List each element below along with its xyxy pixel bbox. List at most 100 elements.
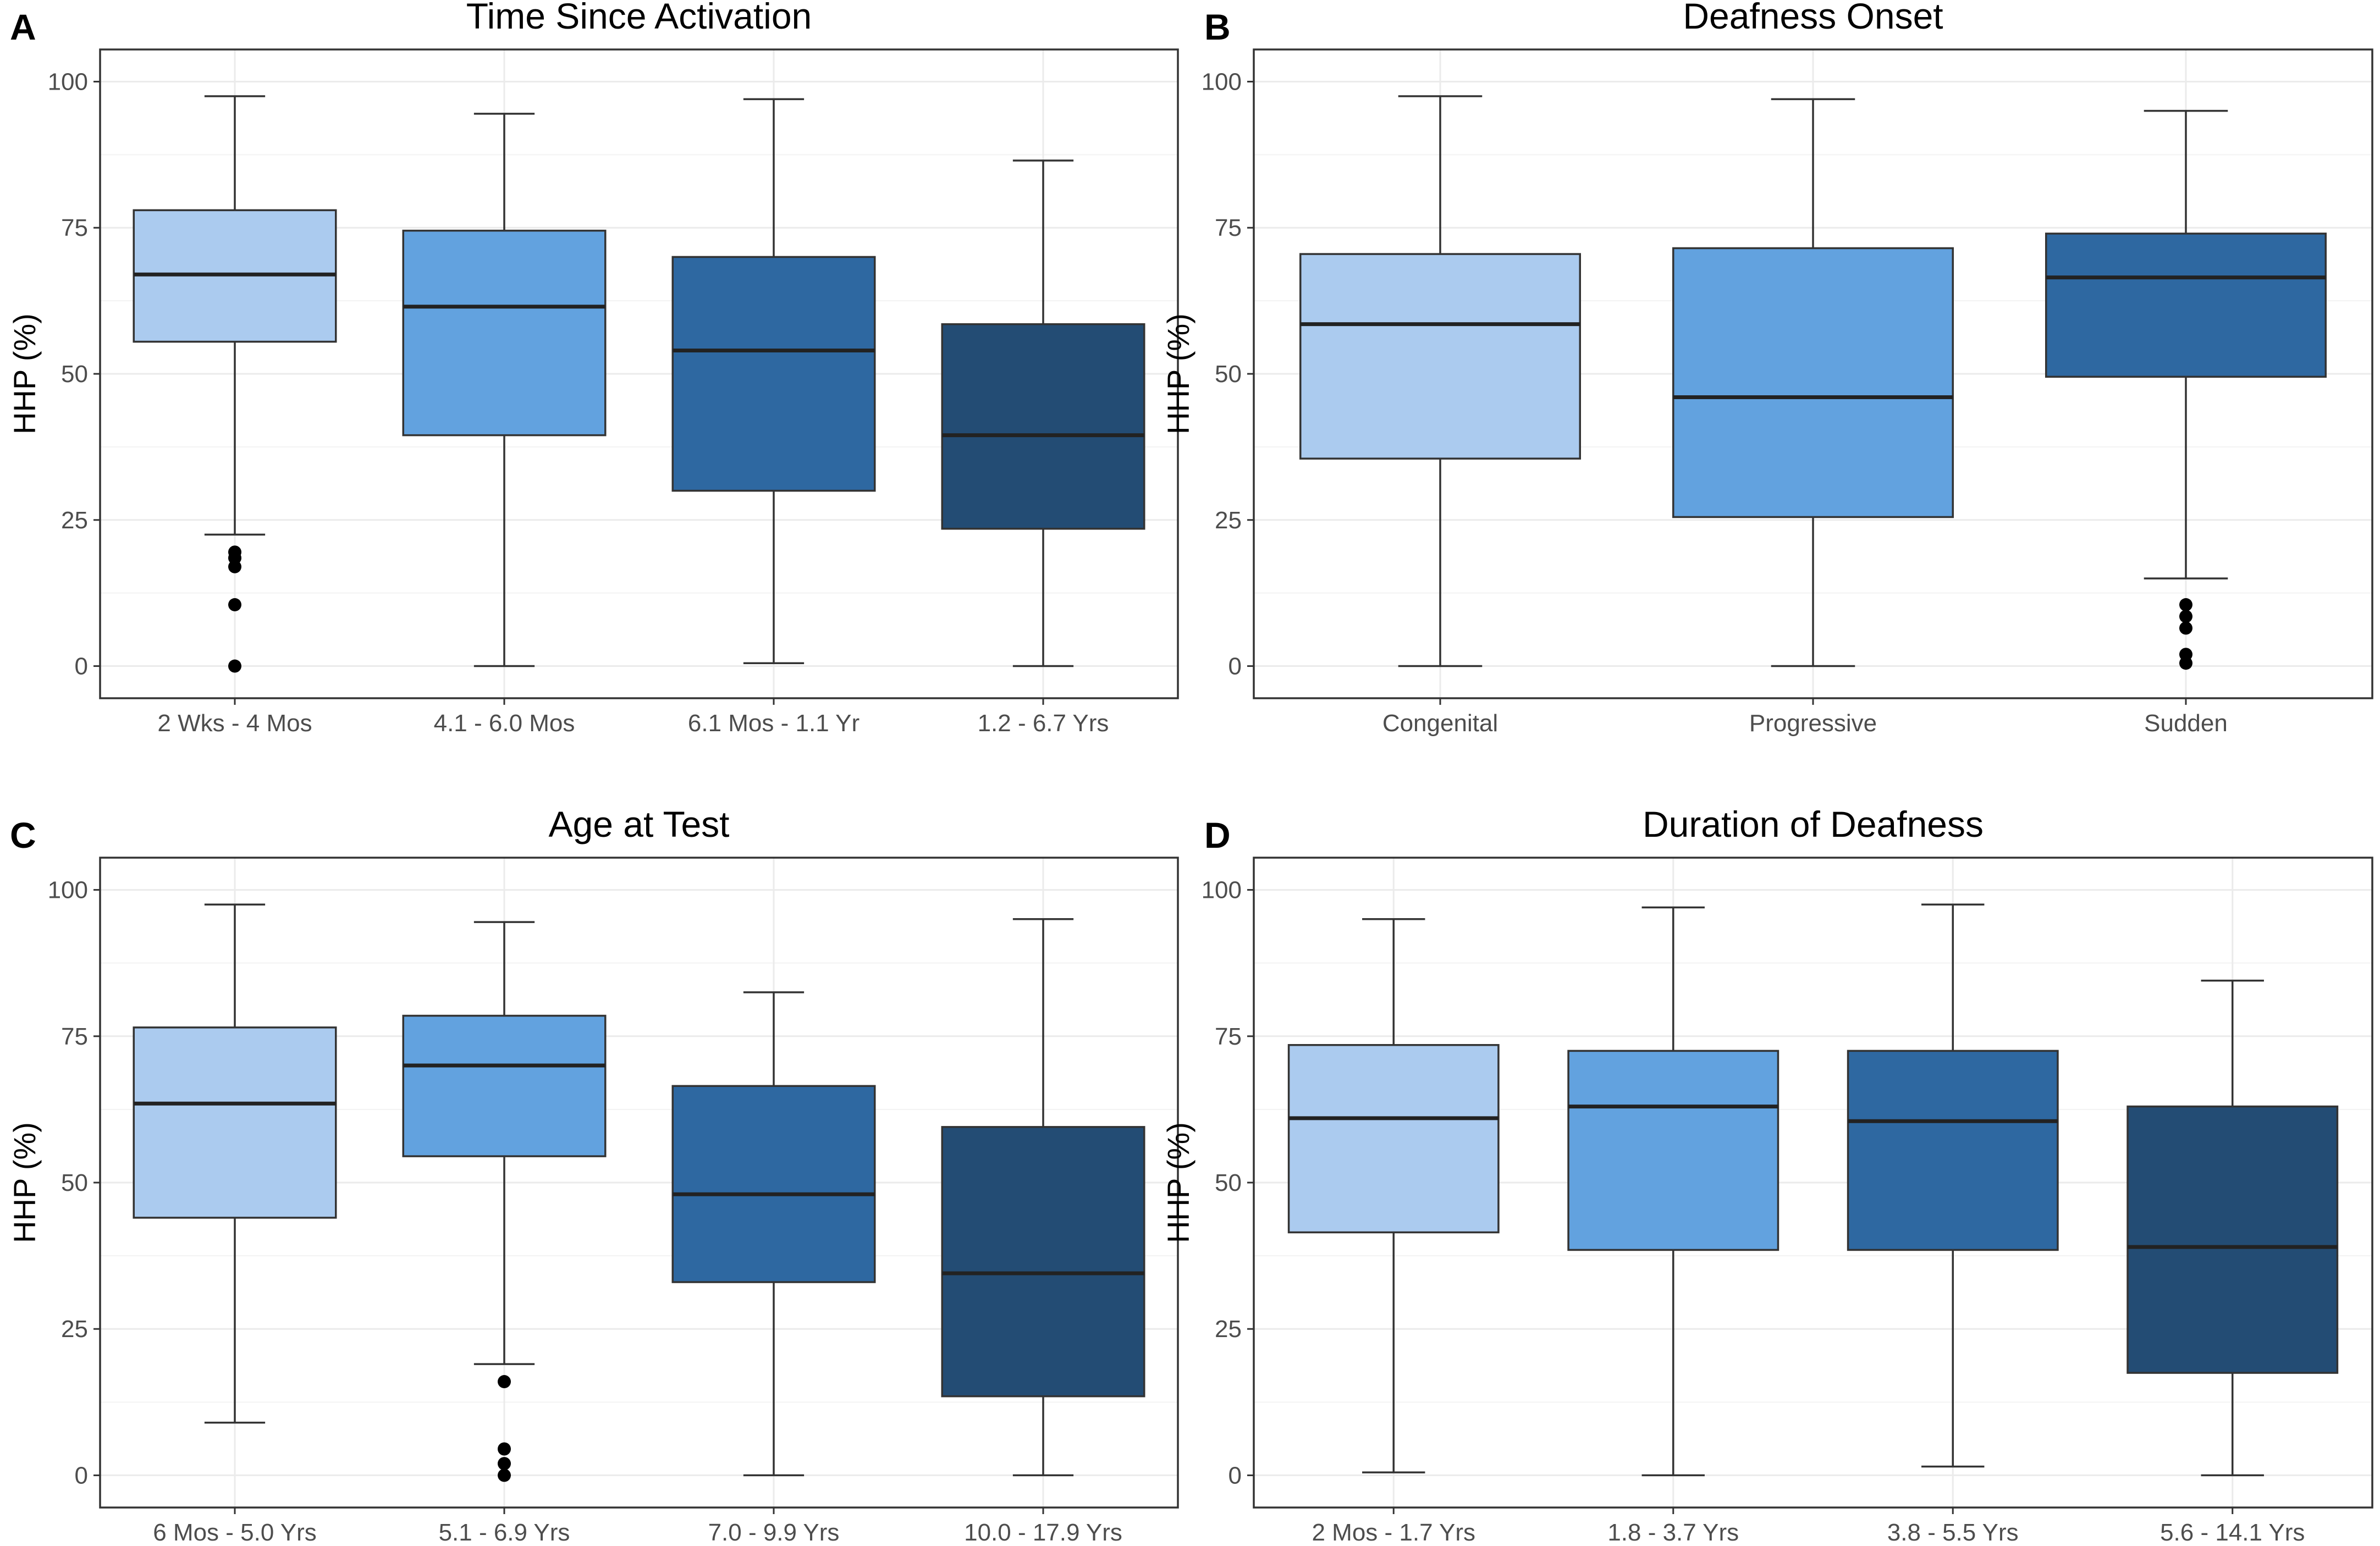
x-tick-label: 10.0 - 17.9 Yrs — [964, 1519, 1122, 1546]
y-axis-title: HHP (%) — [1161, 313, 1195, 434]
box-1 — [133, 95, 337, 673]
y-tick-label: 25 — [61, 507, 88, 534]
outlier-point — [228, 560, 241, 573]
x-tick-label: 1.8 - 3.7 Yrs — [1607, 1519, 1739, 1546]
box-iqr — [671, 256, 876, 492]
box-2 — [1672, 98, 1954, 667]
panel-d: D Duration of Deafness 0 25 50 75 100 HHP (%) 2 … — [1161, 804, 2373, 1546]
outlier-point — [2179, 621, 2192, 635]
outlier-point — [228, 659, 241, 673]
x-tick-label: 2 Mos - 1.7 Yrs — [1312, 1519, 1475, 1546]
box-3 — [671, 98, 876, 664]
x-tick-label: 1.2 - 6.7 Yrs — [978, 710, 1109, 737]
y-tick-label: 50 — [61, 361, 88, 388]
y-tick-label: 25 — [61, 1316, 88, 1343]
panel-title: Age at Test — [548, 804, 729, 844]
panel-b: B Deafness Onset 0 25 50 75 100 HHP (%) Congenit… — [1161, 0, 2373, 737]
box-iqr — [1299, 253, 1581, 460]
y-tick-label: 75 — [61, 214, 88, 241]
outlier-point — [498, 1375, 511, 1389]
box-2 — [402, 113, 607, 667]
outlier-point — [228, 598, 241, 611]
x-tick-label: 5.1 - 6.9 Yrs — [439, 1519, 570, 1546]
box-iqr — [1567, 1050, 1780, 1251]
box-iqr — [402, 1014, 607, 1157]
x-tick-label: Progressive — [1749, 710, 1877, 737]
box-iqr — [941, 1126, 1145, 1398]
x-tick-label: 3.8 - 5.5 Yrs — [1887, 1519, 2019, 1546]
outlier-point — [2179, 598, 2192, 611]
y-tick-label: 25 — [1215, 1316, 1242, 1343]
panel-title: Duration of Deafness — [1643, 804, 1984, 844]
y-tick-label: 75 — [61, 1023, 88, 1050]
y-tick-label: 100 — [48, 68, 88, 95]
box-iqr — [133, 1026, 337, 1219]
outlier-point — [498, 1468, 511, 1482]
y-axis-title: HHP (%) — [7, 1122, 42, 1243]
y-axis: 0 25 50 75 100 — [1202, 68, 1254, 680]
panel-border — [1253, 857, 2373, 1509]
x-tick-label: 6.1 Mos - 1.1 Yr — [688, 710, 860, 737]
outlier-point — [498, 1442, 511, 1456]
box-3 — [1847, 903, 2059, 1468]
y-tick-label: 0 — [1228, 1462, 1242, 1489]
x-tick-label: Congenital — [1382, 710, 1498, 737]
y-tick-label: 0 — [75, 1462, 88, 1489]
box-1 — [1287, 918, 1500, 1473]
y-axis-title: HHP (%) — [7, 313, 42, 434]
box-1 — [133, 903, 337, 1424]
panel-c: C Age at Test 0 25 50 75 100 HHP (%) 6 Mos - 5.0… — [7, 804, 1179, 1546]
box-iqr — [2126, 1105, 2339, 1374]
panel-title: Time Since Activation — [466, 0, 812, 36]
outlier-point — [2179, 656, 2192, 670]
box-iqr — [1287, 1044, 1500, 1234]
panel-border — [99, 857, 1179, 1509]
box-iqr — [671, 1085, 876, 1283]
x-tick-label: 4.1 - 6.0 Mos — [434, 710, 575, 737]
panel-border — [1253, 48, 2373, 699]
outlier-point — [2179, 610, 2192, 623]
box-iqr — [941, 323, 1145, 530]
y-tick-label: 100 — [1202, 877, 1242, 904]
box-3 — [2045, 109, 2327, 670]
box-2 — [1567, 906, 1780, 1477]
y-tick-label: 0 — [75, 653, 88, 680]
panel-a: A Time Since Activation 0 25 50 75 100 HHP (%) 2… — [7, 0, 1179, 737]
panel-letter: A — [10, 7, 36, 47]
y-tick-label: 0 — [1228, 653, 1242, 680]
outlier-point — [498, 1457, 511, 1471]
x-tick-label: 2 Wks - 4 Mos — [157, 710, 312, 737]
y-axis: 0 25 50 75 100 — [1202, 877, 1254, 1489]
x-tick-label: Sudden — [2144, 710, 2228, 737]
box-3 — [671, 991, 876, 1477]
x-tick-label: 6 Mos - 5.0 Yrs — [153, 1519, 317, 1546]
y-axis-title: HHP (%) — [1161, 1122, 1195, 1243]
y-axis: 0 25 50 75 100 — [48, 877, 100, 1489]
x-axis: Congenital Progressive Sudden — [1382, 698, 2228, 737]
box-4 — [2126, 979, 2339, 1477]
y-tick-label: 100 — [1202, 68, 1242, 95]
panel-letter: C — [10, 815, 36, 855]
box-4 — [941, 159, 1145, 667]
x-tick-label: 7.0 - 9.9 Yrs — [708, 1519, 840, 1546]
box-iqr — [1672, 247, 1954, 518]
box-4 — [941, 918, 1145, 1477]
y-tick-label: 75 — [1215, 1023, 1242, 1050]
x-axis: 6 Mos - 5.0 Yrs 5.1 - 6.9 Yrs 7.0 - 9.9 Yr… — [153, 1508, 1122, 1546]
y-tick-label: 100 — [48, 877, 88, 904]
x-tick-label: 5.6 - 14.1 Yrs — [2160, 1519, 2305, 1546]
y-tick-label: 75 — [1215, 214, 1242, 241]
y-tick-label: 50 — [1215, 361, 1242, 388]
box-2 — [402, 921, 607, 1482]
box-iqr — [402, 229, 607, 437]
panel-title: Deafness Onset — [1683, 0, 1943, 36]
box-1 — [1299, 95, 1581, 667]
box-iqr — [1847, 1050, 2059, 1251]
y-tick-label: 50 — [1215, 1169, 1242, 1196]
y-tick-label: 25 — [1215, 507, 1242, 534]
y-tick-label: 50 — [61, 1169, 88, 1196]
panel-letter: D — [1204, 815, 1231, 855]
panel-border — [99, 48, 1179, 699]
panel-letter: B — [1204, 7, 1231, 47]
